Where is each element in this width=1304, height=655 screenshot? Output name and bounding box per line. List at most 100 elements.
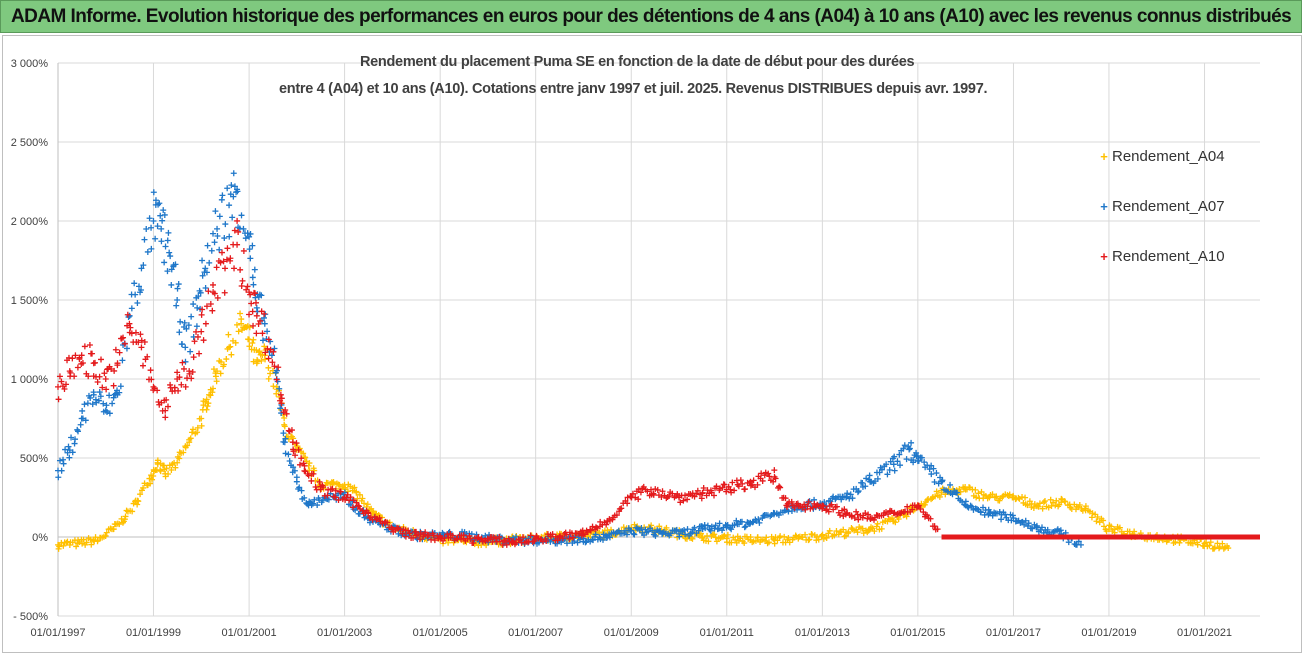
scatter-point bbox=[289, 439, 296, 446]
scatter-point bbox=[554, 537, 561, 544]
scatter-point bbox=[416, 536, 423, 543]
scatter-point bbox=[56, 457, 63, 464]
scatter-point bbox=[986, 510, 993, 517]
scatter-point bbox=[930, 465, 937, 472]
scatter-point bbox=[752, 537, 759, 544]
scatter-point bbox=[175, 387, 182, 394]
scatter-point bbox=[160, 207, 167, 214]
scatter-point bbox=[742, 523, 749, 530]
scatter-point bbox=[223, 256, 230, 263]
scatter-point bbox=[200, 337, 207, 344]
scatter-point bbox=[349, 498, 356, 505]
scatter-point bbox=[1021, 521, 1028, 528]
scatter-point bbox=[181, 319, 188, 326]
scatter-point bbox=[235, 228, 242, 235]
scatter-point bbox=[549, 531, 556, 538]
scatter-point bbox=[161, 211, 168, 218]
scatter-point bbox=[1022, 517, 1029, 524]
y-tick-label: 1 000% bbox=[11, 374, 49, 386]
scatter-point bbox=[277, 391, 284, 398]
scatter-point bbox=[719, 527, 726, 534]
scatter-point bbox=[460, 535, 467, 542]
scatter-point bbox=[296, 484, 303, 491]
scatter-point bbox=[903, 513, 910, 520]
scatter-point bbox=[228, 182, 235, 189]
scatter-point bbox=[250, 281, 257, 288]
scatter-point bbox=[295, 446, 302, 453]
x-tick-label: 01/01/1999 bbox=[126, 627, 181, 639]
scatter-point bbox=[178, 381, 185, 388]
scatter-point bbox=[224, 185, 231, 192]
scatter-point bbox=[110, 526, 117, 533]
scatter-point bbox=[874, 475, 881, 482]
scatter-point bbox=[910, 459, 917, 466]
scatter-point bbox=[781, 533, 788, 540]
scatter-point bbox=[373, 516, 380, 523]
scatter-point bbox=[527, 532, 534, 539]
scatter-point bbox=[795, 535, 802, 542]
scatter-point bbox=[737, 477, 744, 484]
scatter-point bbox=[290, 448, 297, 455]
scatter-point bbox=[890, 461, 897, 468]
scatter-point bbox=[207, 300, 214, 307]
scatter-point bbox=[470, 540, 477, 547]
scatter-point bbox=[81, 343, 88, 350]
scatter-point bbox=[359, 495, 366, 502]
scatter-point bbox=[336, 481, 343, 488]
scatter-point bbox=[1096, 519, 1103, 526]
scatter-point bbox=[103, 386, 110, 393]
scatter-point bbox=[202, 284, 209, 291]
scatter-point bbox=[747, 537, 754, 544]
scatter-point bbox=[164, 403, 171, 410]
scatter-point bbox=[214, 233, 221, 240]
scatter-point bbox=[190, 354, 197, 361]
scatter-point bbox=[251, 266, 258, 273]
scatter-point bbox=[576, 536, 583, 543]
scatter-point bbox=[261, 320, 268, 327]
scatter-point bbox=[823, 507, 830, 514]
scatter-point bbox=[127, 324, 134, 331]
scatter-point bbox=[776, 483, 783, 490]
scatter-point bbox=[269, 359, 276, 366]
scatter-point bbox=[713, 538, 720, 545]
scatter-point bbox=[580, 530, 587, 537]
legend-item-a04: + Rendement_A04 bbox=[1096, 131, 1224, 181]
x-tick-label: 01/01/2013 bbox=[795, 627, 850, 639]
scatter-point bbox=[680, 497, 687, 504]
scatter-point bbox=[728, 526, 735, 533]
scatter-point bbox=[264, 328, 271, 335]
scatter-point bbox=[758, 470, 765, 477]
scatter-point bbox=[1094, 513, 1101, 520]
scatter-point bbox=[141, 338, 148, 345]
chart-title-line-1: Rendement du placement Puma SE en foncti… bbox=[360, 54, 915, 70]
scatter-point bbox=[97, 393, 104, 400]
scatter-point bbox=[1025, 520, 1032, 527]
y-tick-label: - 500% bbox=[13, 611, 48, 623]
scatter-point bbox=[754, 534, 761, 541]
x-tick-label: 01/01/2001 bbox=[222, 627, 277, 639]
scatter-point bbox=[731, 487, 738, 494]
scatter-point bbox=[246, 289, 253, 296]
scatter-point bbox=[55, 467, 61, 474]
scatter-point bbox=[128, 305, 135, 312]
scatter-point bbox=[106, 410, 113, 417]
scatter-point bbox=[140, 262, 147, 269]
scatter-point bbox=[733, 517, 740, 524]
scatter-point bbox=[1105, 526, 1112, 533]
scatter-point bbox=[238, 212, 245, 219]
scatter-point bbox=[809, 504, 816, 511]
scatter-point bbox=[268, 352, 275, 359]
scatter-point bbox=[1077, 541, 1084, 548]
scatter-point bbox=[235, 328, 242, 335]
scatter-point bbox=[219, 192, 226, 199]
scatter-point bbox=[947, 481, 954, 488]
legend-marker-icon: + bbox=[1100, 148, 1108, 164]
scatter-point bbox=[847, 491, 854, 498]
scatter-point bbox=[723, 522, 730, 529]
scatter-point bbox=[257, 317, 264, 324]
scatter-point bbox=[712, 522, 719, 529]
scatter-point bbox=[765, 470, 772, 477]
scatter-point bbox=[188, 313, 195, 320]
scatter-point bbox=[217, 259, 224, 266]
scatter-point bbox=[182, 358, 189, 365]
